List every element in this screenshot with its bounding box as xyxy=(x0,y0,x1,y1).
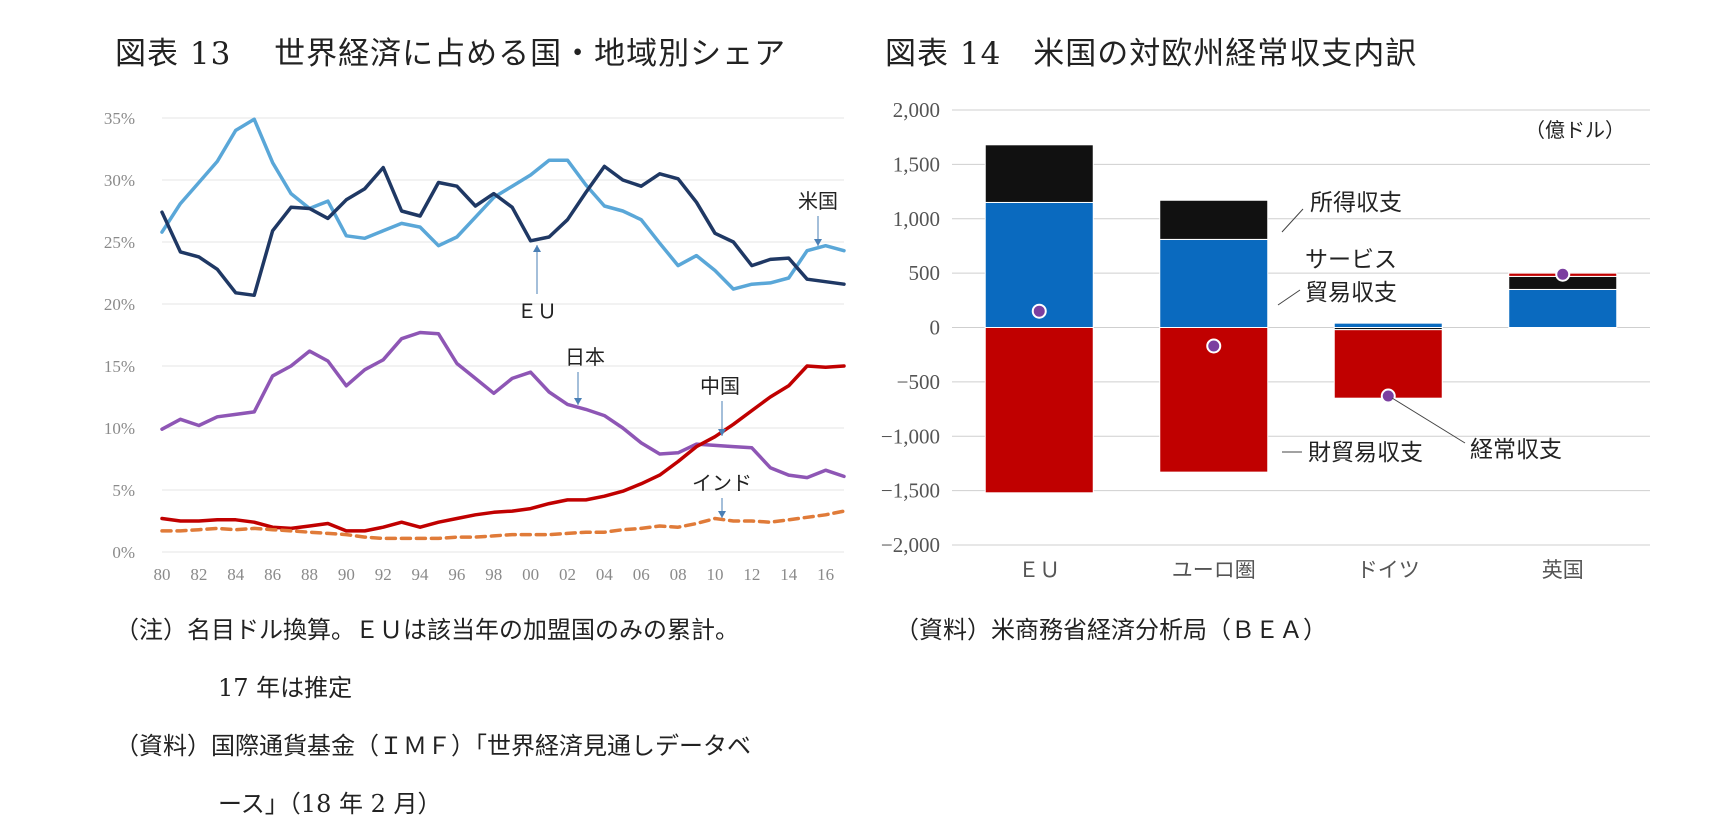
x-tick-label: 12 xyxy=(743,565,760,584)
label-goods: 財貿易収支 xyxy=(1308,440,1423,466)
right-source: （資料）米商務省経済分析局（ＢＥＡ） xyxy=(895,616,1327,644)
x-tick-label: 08 xyxy=(670,565,687,584)
leader-service xyxy=(1277,289,1301,306)
label-japan: 日本 xyxy=(565,345,605,369)
bar-segment-所得収支 xyxy=(1508,288,1618,328)
leader-income xyxy=(1281,208,1304,233)
bar-segment-財貿易収支 xyxy=(984,327,1094,494)
left-note-1: （注）名目ドル換算。ＥＵは該当年の加盟国のみの累計。 xyxy=(115,616,739,644)
y-tick-label: 10% xyxy=(104,419,135,438)
arrow-china-head xyxy=(718,429,726,436)
left-chart-title: 図表 13 世界経済に占める国・地域別シェア xyxy=(115,36,787,72)
x-tick-label: 14 xyxy=(780,565,798,584)
x-tick-label: 84 xyxy=(227,565,245,584)
x-tick-label: 00 xyxy=(522,565,539,584)
bar-segment-所得収支 xyxy=(1333,322,1443,328)
x-tick-label: 82 xyxy=(190,565,207,584)
x-tick-label: 10 xyxy=(706,565,723,584)
y-tick-label: 35% xyxy=(104,109,135,128)
x-tick-label: 92 xyxy=(375,565,392,584)
x-tick-label: 94 xyxy=(412,565,430,584)
y-tick-label: 1,000 xyxy=(893,207,940,231)
y-tick-label: 0% xyxy=(112,543,135,562)
bar-segment-財貿易収支 xyxy=(1333,329,1443,399)
x-tick-label: 88 xyxy=(301,565,318,584)
left-note-2: 17 年は推定 xyxy=(218,674,353,702)
current-account-dot xyxy=(1380,388,1396,404)
x-category-label: ＥＵ xyxy=(1018,558,1060,582)
y-tick-label: 2,000 xyxy=(893,98,940,122)
y-tick-label: 30% xyxy=(104,171,135,190)
leader-current xyxy=(1391,397,1466,444)
series-line-日本 xyxy=(160,330,846,480)
x-tick-label: 80 xyxy=(154,565,171,584)
label-china: 中国 xyxy=(700,374,740,398)
arrow-us-head xyxy=(814,239,822,246)
series-line-米国 xyxy=(160,117,846,291)
x-category-label: ドイツ xyxy=(1357,558,1420,582)
x-tick-label: 86 xyxy=(264,565,281,584)
y-tick-label: −500 xyxy=(897,370,940,394)
arrow-india-head xyxy=(718,511,726,518)
label-income: 所得収支 xyxy=(1310,190,1402,216)
x-tick-label: 98 xyxy=(485,565,502,584)
arrow-japan-head xyxy=(574,398,582,405)
x-tick-label: 90 xyxy=(338,565,355,584)
current-account-dot xyxy=(1206,338,1222,354)
left-source-1: （資料）国際通貨基金（ＩＭＦ）「世界経済見通しデータベ xyxy=(115,732,751,760)
world-share-line-chart: 0% 5% 10% 15% 20% 25% 30% 35% 80 82 84 86 88 90 92 94 96… xyxy=(104,109,846,584)
y-tick-label: −1,500 xyxy=(881,479,940,503)
x-tick-label: 06 xyxy=(633,565,650,584)
y-tick-label: −1,000 xyxy=(881,424,940,448)
y-tick-label: 25% xyxy=(104,233,135,252)
us-europe-current-account-bar-chart: 2,000 1,500 1,000 500 0 −500 −1,000 −1,500 −2,00… xyxy=(881,98,1650,582)
bar-segment-サービス貿易収支 xyxy=(984,144,1094,203)
x-tick-label: 96 xyxy=(448,565,465,584)
bar-segment-サービス貿易収支 xyxy=(1159,199,1269,240)
y-tick-label: 20% xyxy=(104,295,135,314)
y-tick-label: 1,500 xyxy=(893,152,940,176)
arrow-eu-head xyxy=(533,245,541,252)
bar-segment-所得収支 xyxy=(1159,238,1269,329)
left-source-2: ース」（18 年 2 月） xyxy=(218,790,442,818)
current-account-dot xyxy=(1555,266,1571,282)
label-eu: ＥＵ xyxy=(517,299,557,323)
x-tick-label: 02 xyxy=(559,565,576,584)
y-tick-label: 15% xyxy=(104,357,135,376)
x-tick-label: 04 xyxy=(596,565,614,584)
x-category-label: ユーロ圏 xyxy=(1172,558,1256,582)
unit-label: （億ドル） xyxy=(1525,118,1625,142)
y-tick-label: 500 xyxy=(909,261,941,285)
series-line-インド xyxy=(160,509,846,541)
y-tick-label: 0 xyxy=(930,316,941,340)
y-tick-label: 5% xyxy=(112,481,135,500)
series-line-ＥＵ xyxy=(160,164,846,298)
right-chart-title: 図表 14 米国の対欧州経常収支内訳 xyxy=(885,36,1418,72)
label-service-2: 貿易収支 xyxy=(1305,280,1397,306)
series-line-中国 xyxy=(160,364,846,533)
x-tick-label: 16 xyxy=(817,565,834,584)
label-india: インド xyxy=(692,471,752,495)
y-tick-label: −2,000 xyxy=(881,533,940,557)
x-category-label: 英国 xyxy=(1542,558,1584,582)
current-account-dot xyxy=(1031,303,1047,319)
label-us: 米国 xyxy=(798,189,838,213)
label-current: 経常収支 xyxy=(1470,437,1562,463)
label-service-1: サービス xyxy=(1305,247,1397,273)
